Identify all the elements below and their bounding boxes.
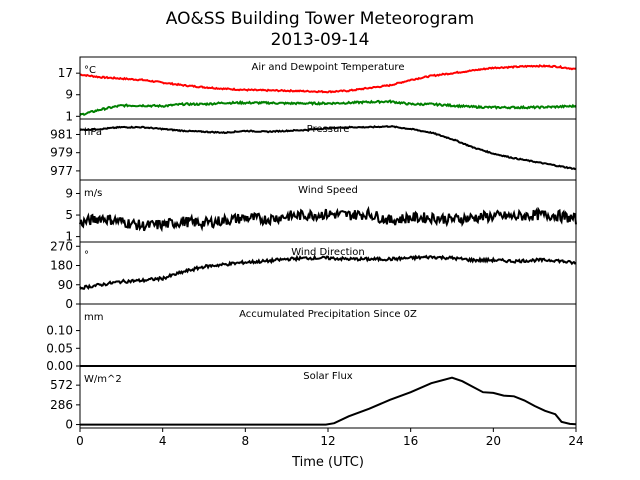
- solar-unit-label: W/m^2: [84, 374, 122, 385]
- pressure-unit-label: hPa: [84, 127, 102, 138]
- panel-wind_speed: 1 5 9 Wind Speed m/s: [65, 179, 577, 244]
- temp-panel-title: Air and Dewpoint Temperature: [252, 62, 405, 73]
- wind_direction-unit-label: °: [84, 250, 89, 261]
- wind_direction-series-line-0: [79, 254, 577, 290]
- solar-panel-title: Solar Flux: [303, 371, 353, 382]
- xtick-label: 20: [486, 434, 501, 448]
- pressure-panel-title: Pressure: [307, 124, 350, 135]
- pressure-ytick-label: 981: [50, 127, 73, 141]
- wind_direction-ytick-label: 0: [65, 297, 73, 311]
- precip-ytick-label: 0.10: [46, 324, 73, 338]
- pressure-ytick-label: 977: [50, 164, 73, 178]
- temp-ytick-label: 17: [58, 66, 73, 80]
- precip-ytick-label: 0.05: [46, 341, 73, 355]
- xtick-label: 16: [403, 434, 418, 448]
- xtick-label: 24: [568, 434, 583, 448]
- x-axis-label: Time (UTC): [291, 455, 364, 470]
- xtick-label: 8: [242, 434, 250, 448]
- temp-unit-label: °C: [84, 65, 96, 76]
- xtick-label: 12: [320, 434, 335, 448]
- xtick-label: 0: [76, 434, 84, 448]
- pressure-ytick-label: 979: [50, 146, 73, 160]
- wind_speed-panel-title: Wind Speed: [298, 185, 358, 196]
- solar-ytick-label: 0: [65, 418, 73, 432]
- wind_speed-ytick-label: 1: [65, 230, 73, 244]
- wind_direction-ytick-label: 90: [58, 278, 73, 292]
- temp-series-line-1: [79, 99, 577, 116]
- panel-wind_direction: 0 90 180 270 Wind Direction °: [50, 239, 577, 311]
- panel-pressure: 977 979 981 Pressure hPa: [50, 118, 577, 181]
- temp-ytick-label: 9: [65, 88, 73, 102]
- wind_speed-series-line-0: [79, 205, 577, 233]
- wind_speed-ytick-label: 5: [65, 208, 73, 222]
- panel-precip: 0.00 0.05 0.10 Accumulated Precipitation Si…: [46, 303, 577, 373]
- temp-series-line-0: [79, 64, 577, 94]
- panel-temp: 1 9 17 Air and Dewpoint Temperature °C: [58, 56, 577, 123]
- panel-solar: 0 286 572 Solar Flux W/m^2: [50, 365, 577, 432]
- wind_speed-unit-label: m/s: [84, 188, 102, 199]
- xtick-label: 4: [159, 434, 167, 448]
- precip-panel-title: Accumulated Precipitation Since 0Z: [239, 309, 417, 320]
- chart-date: 2013-09-14: [271, 30, 370, 50]
- pressure-series-line-0: [79, 125, 577, 171]
- chart-title: AO&SS Building Tower Meteorogram: [166, 9, 474, 29]
- precip-unit-label: mm: [84, 312, 103, 323]
- solar-ytick-label: 572: [50, 378, 73, 392]
- wind_direction-ytick-label: 270: [50, 239, 73, 253]
- precip-ytick-label: 0.00: [46, 359, 73, 373]
- solar-series-line-0: [80, 376, 577, 426]
- solar-ytick-label: 286: [50, 398, 73, 412]
- wind_direction-panel-title: Wind Direction: [291, 247, 365, 258]
- wind_direction-ytick-label: 180: [50, 259, 73, 273]
- wind_speed-ytick-label: 9: [65, 186, 73, 200]
- temp-ytick-label: 1: [65, 109, 73, 123]
